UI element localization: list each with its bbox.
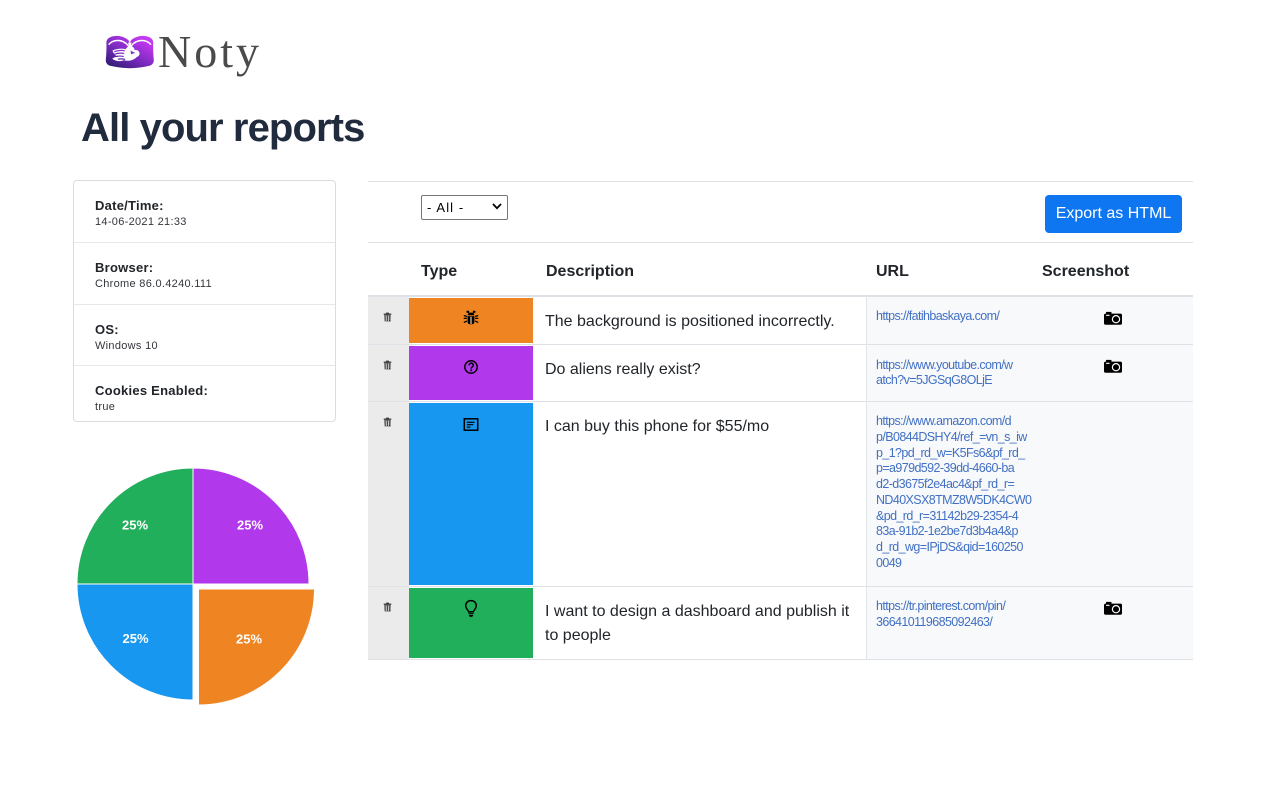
svg-text:25%: 25% <box>237 518 263 533</box>
svg-text:25%: 25% <box>122 518 148 533</box>
svg-text:25%: 25% <box>236 632 262 647</box>
svg-text:25%: 25% <box>122 631 148 646</box>
